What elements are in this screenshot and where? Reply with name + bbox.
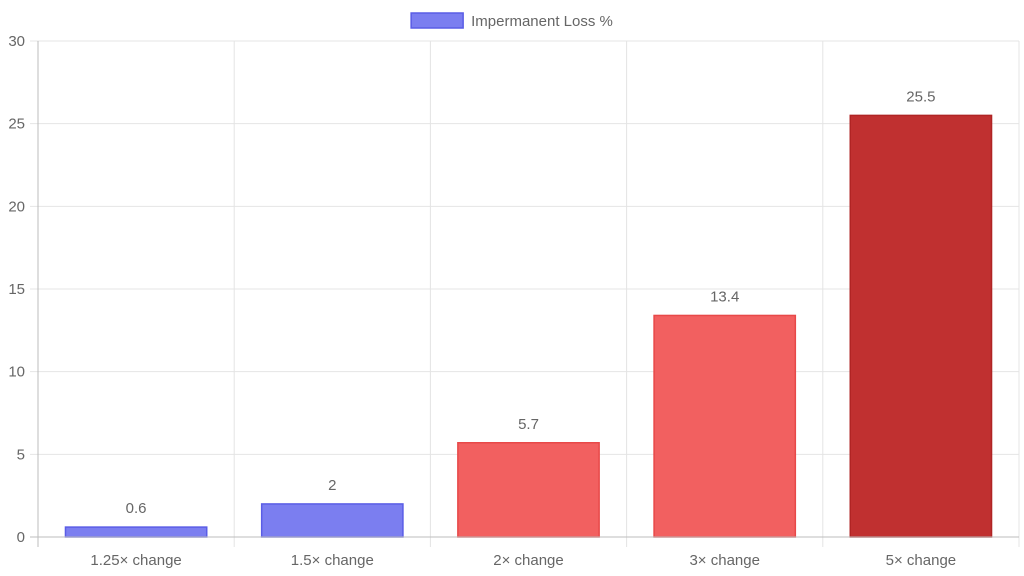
y-tick-label: 0	[17, 529, 25, 546]
y-tick-label: 15	[8, 281, 25, 298]
bar[interactable]	[64, 526, 208, 538]
legend[interactable]: Impermanent Loss %	[410, 12, 613, 30]
x-tick-label: 3× change	[689, 552, 759, 569]
x-tick-label: 2× change	[493, 552, 563, 569]
y-tick-label: 5	[17, 446, 25, 463]
axes: 0 5 10 15 20 25 30 1.25× change 1.5× change 2× ch…	[8, 33, 1019, 569]
bar[interactable]	[260, 503, 404, 538]
bar[interactable]	[457, 442, 600, 538]
data-label: 5.7	[518, 416, 539, 433]
x-tick-label: 1.5× change	[291, 552, 374, 569]
data-label: 13.4	[710, 288, 739, 305]
legend-label[interactable]: Impermanent Loss %	[471, 13, 613, 30]
y-tick-label: 25	[8, 116, 25, 133]
x-tick-label: 1.25× change	[90, 552, 181, 569]
y-tick-label: 20	[8, 198, 25, 215]
data-labels: 0.6 2 5.7 13.4 25.5	[126, 88, 936, 517]
bars	[64, 114, 993, 538]
data-label: 25.5	[906, 88, 935, 105]
y-tick-label: 10	[8, 364, 25, 381]
y-tick-label: 30	[8, 33, 25, 50]
bar[interactable]	[849, 114, 993, 538]
data-label: 0.6	[126, 500, 147, 517]
legend-swatch[interactable]	[410, 12, 464, 29]
grid	[30, 40, 1020, 547]
x-tick-label: 5× change	[886, 552, 956, 569]
data-label: 2	[328, 477, 336, 494]
bar[interactable]	[653, 314, 797, 538]
